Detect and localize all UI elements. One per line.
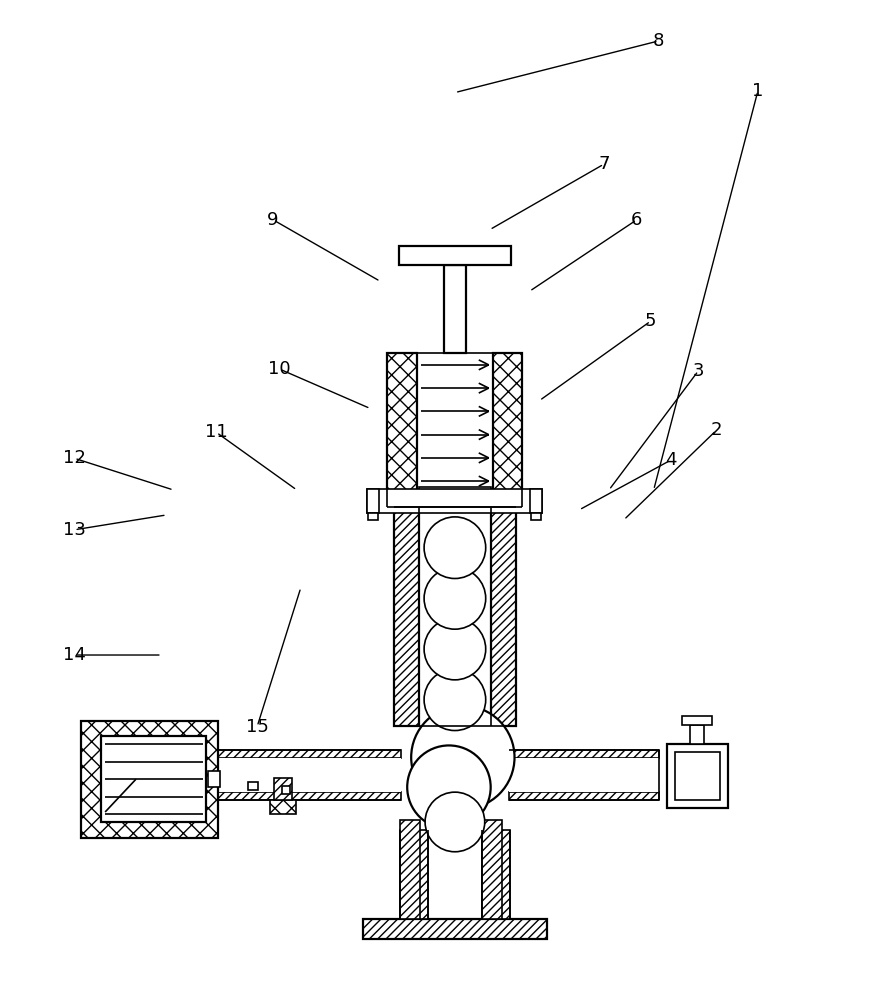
Bar (218, 750, 401, 758)
Bar (532, 513, 541, 520)
Text: 6: 6 (631, 211, 642, 229)
Text: 1: 1 (752, 82, 764, 100)
Bar (368, 489, 379, 513)
Bar (369, 513, 378, 520)
Bar (400, 246, 510, 265)
Bar (394, 507, 419, 726)
Text: 13: 13 (62, 521, 85, 539)
Circle shape (424, 618, 486, 680)
Text: 15: 15 (246, 718, 268, 736)
Circle shape (425, 792, 485, 852)
Bar (491, 507, 516, 726)
Circle shape (424, 568, 486, 629)
Bar (683, 716, 712, 725)
Bar (248, 782, 258, 790)
Bar (218, 792, 401, 800)
Bar (282, 786, 290, 794)
Bar (400, 820, 420, 919)
Bar (444, 265, 466, 353)
Text: 8: 8 (653, 32, 664, 50)
Bar (363, 919, 547, 939)
Bar (481, 830, 510, 919)
Circle shape (424, 517, 486, 579)
Bar (674, 752, 720, 800)
Bar (209, 771, 220, 787)
Text: 5: 5 (645, 312, 656, 330)
Text: 3: 3 (693, 362, 704, 380)
Bar (493, 353, 523, 507)
Bar (691, 725, 704, 744)
Text: 10: 10 (268, 360, 290, 378)
Text: 4: 4 (664, 451, 677, 469)
Bar (368, 489, 542, 513)
Circle shape (407, 745, 491, 829)
Bar (481, 820, 502, 919)
Bar (531, 489, 542, 513)
Text: 11: 11 (205, 423, 228, 441)
Bar (400, 830, 428, 919)
Text: 9: 9 (268, 211, 279, 229)
Bar (509, 792, 658, 800)
Circle shape (411, 706, 515, 809)
Bar (666, 744, 728, 808)
Bar (101, 736, 207, 822)
Bar (387, 353, 417, 507)
Bar (219, 758, 401, 792)
Circle shape (424, 669, 486, 731)
Bar (419, 487, 491, 505)
Text: 12: 12 (62, 449, 85, 467)
Text: 7: 7 (598, 155, 610, 173)
Text: 2: 2 (710, 421, 722, 439)
Bar (274, 778, 292, 800)
Bar (270, 800, 296, 814)
Bar (509, 758, 658, 792)
Text: 14: 14 (62, 646, 85, 664)
Bar (509, 750, 658, 758)
Bar (81, 721, 218, 838)
